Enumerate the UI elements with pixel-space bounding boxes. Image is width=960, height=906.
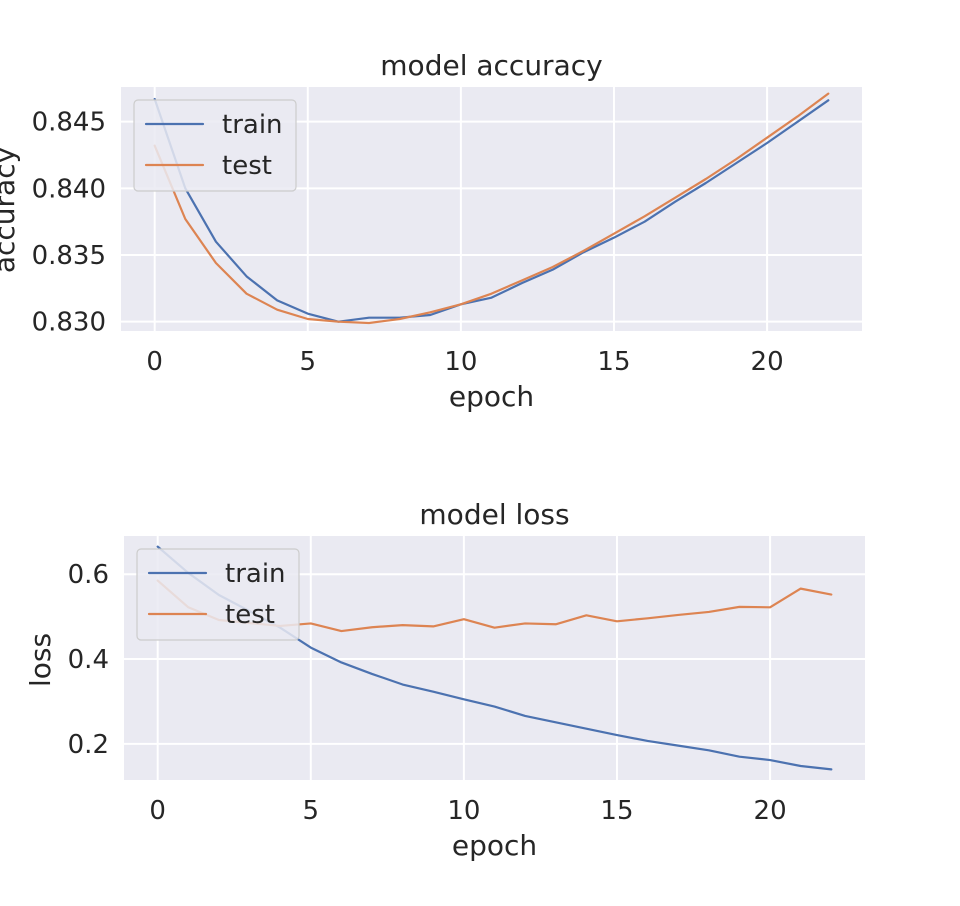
accuracy-subplot: 0 5 10 15 20 0.830 0.835 0.840 0.845 model accur… (0, 49, 862, 413)
accuracy-title: model accuracy (380, 49, 602, 82)
accuracy-xtick-label: 20 (751, 347, 784, 377)
accuracy-ticks: 0 5 10 15 20 0.830 0.835 0.840 0.845 (32, 108, 784, 377)
accuracy-xtick-label: 10 (444, 347, 477, 377)
accuracy-legend: train test (133, 99, 297, 192)
loss-subplot: 0 5 10 15 200.20.40.6 model loss epoch loss … (24, 498, 865, 862)
accuracy-test-line (153, 92, 830, 325)
loss-xtick-label: 5 (303, 796, 320, 826)
accuracy-legend-box (133, 99, 297, 192)
accuracy-xlabel: epoch (449, 380, 534, 413)
loss-xlabel: epoch (452, 829, 537, 862)
accuracy-xtick-label: 15 (597, 347, 630, 377)
loss-ylabel: loss (24, 633, 57, 687)
loss-legend-box (136, 548, 300, 641)
accuracy-legend-test-label: test (222, 151, 272, 181)
loss-xtick-label: 10 (447, 796, 480, 826)
accuracy-ylabel: accuracy (0, 147, 21, 273)
loss-ytick-label: 0.2 (68, 730, 109, 760)
loss-xtick-label: 20 (754, 796, 787, 826)
loss-title: model loss (419, 498, 569, 531)
accuracy-ytick-label: 0.835 (32, 241, 106, 271)
loss-legend-test-label: test (225, 600, 275, 630)
loss-ytick-label: 0.6 (68, 560, 109, 590)
loss-ytick-label: 0.4 (68, 645, 109, 675)
accuracy-train-line (153, 97, 830, 323)
loss-xtick-label: 15 (600, 796, 633, 826)
accuracy-ytick-label: 0.830 (32, 308, 106, 338)
accuracy-xtick-label: 5 (300, 347, 317, 377)
accuracy-legend-train-label: train (222, 110, 283, 140)
accuracy-ytick-label: 0.840 (32, 174, 106, 204)
accuracy-xtick-label: 0 (146, 347, 163, 377)
loss-legend-train-label: train (225, 559, 286, 589)
loss-ticks: 0 5 10 15 20 0.2 0.4 0.6 (68, 560, 787, 826)
accuracy-ytick-label: 0.845 (32, 108, 106, 138)
loss-xtick-label: 0 (149, 796, 166, 826)
accuracy-lines (153, 92, 830, 325)
loss-legend: train test (136, 548, 300, 641)
